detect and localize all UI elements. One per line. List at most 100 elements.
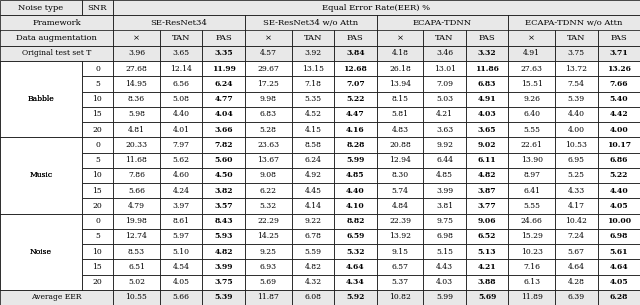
Text: 6.78: 6.78 (305, 232, 321, 240)
Bar (245, 244, 292, 259)
Bar (82, 229, 113, 244)
Text: 4.50: 4.50 (214, 171, 233, 179)
Bar (466, 229, 508, 244)
Text: 4.40: 4.40 (568, 110, 585, 118)
Bar (598, 46, 640, 61)
Bar (598, 214, 640, 229)
Bar (245, 198, 292, 213)
Text: 4.82: 4.82 (214, 248, 233, 256)
Bar (555, 92, 598, 107)
Text: 15: 15 (93, 187, 102, 195)
Text: 4.05: 4.05 (173, 278, 189, 286)
Bar (82, 122, 113, 137)
Text: 5.40: 5.40 (609, 95, 628, 103)
Bar (160, 290, 202, 305)
Text: 7.16: 7.16 (524, 263, 540, 271)
Bar (113, 122, 160, 137)
Text: 10.00: 10.00 (607, 217, 631, 225)
Text: 9.98: 9.98 (260, 95, 276, 103)
Bar (0, 214, 82, 290)
Text: 26.18: 26.18 (389, 65, 411, 73)
Text: 9.75: 9.75 (436, 217, 453, 225)
Bar (160, 214, 202, 229)
Bar (376, 214, 424, 229)
Bar (555, 107, 598, 122)
Text: Original test set Τ: Original test set Τ (22, 49, 92, 57)
Text: 4.40: 4.40 (173, 110, 189, 118)
Text: 4.34: 4.34 (346, 278, 365, 286)
Text: 4.82: 4.82 (478, 171, 496, 179)
Text: 9.15: 9.15 (392, 248, 408, 256)
Bar (113, 290, 160, 305)
Bar (113, 229, 160, 244)
Text: 4.01: 4.01 (173, 126, 189, 134)
Text: 4.54: 4.54 (173, 263, 189, 271)
Bar (202, 168, 245, 183)
Text: Data augmentation: Data augmentation (16, 34, 97, 42)
Bar (0, 15, 113, 30)
Text: 14.95: 14.95 (125, 80, 147, 88)
Bar (598, 183, 640, 198)
Text: ×: × (133, 34, 140, 42)
Bar (334, 46, 376, 61)
Bar (82, 137, 113, 152)
Bar (82, 244, 113, 259)
Bar (424, 214, 466, 229)
Bar (202, 198, 245, 213)
Bar (555, 274, 598, 290)
Text: 11.68: 11.68 (125, 156, 147, 164)
Bar (202, 122, 245, 137)
Text: 20.88: 20.88 (389, 141, 411, 149)
Text: 5.98: 5.98 (128, 110, 145, 118)
Text: ×: × (528, 34, 535, 42)
Text: PAS: PAS (611, 34, 627, 42)
Text: ×: × (265, 34, 272, 42)
Text: 5.67: 5.67 (568, 248, 585, 256)
Bar (160, 107, 202, 122)
Bar (508, 92, 555, 107)
Text: 4.24: 4.24 (173, 187, 189, 195)
Text: 27.68: 27.68 (125, 65, 147, 73)
Bar (334, 92, 376, 107)
Bar (113, 15, 245, 30)
Bar (598, 30, 640, 46)
Text: 4.32: 4.32 (305, 278, 321, 286)
Text: 20: 20 (93, 202, 102, 210)
Text: 23.63: 23.63 (257, 141, 279, 149)
Bar (508, 183, 555, 198)
Text: 9.25: 9.25 (260, 248, 276, 256)
Text: 7.54: 7.54 (568, 80, 585, 88)
Bar (0, 46, 113, 61)
Bar (202, 274, 245, 290)
Text: 13.94: 13.94 (389, 80, 411, 88)
Text: 5.61: 5.61 (609, 248, 628, 256)
Bar (508, 76, 555, 92)
Text: Average EER: Average EER (31, 293, 82, 301)
Text: 5.69: 5.69 (478, 293, 496, 301)
Text: 20: 20 (93, 278, 102, 286)
Bar (245, 259, 292, 274)
Bar (202, 229, 245, 244)
Bar (113, 259, 160, 274)
Bar (292, 122, 334, 137)
Bar (113, 274, 160, 290)
Bar (113, 46, 160, 61)
Text: 24.66: 24.66 (521, 217, 543, 225)
Bar (508, 152, 555, 168)
Bar (160, 30, 202, 46)
Text: 10.17: 10.17 (607, 141, 631, 149)
Text: 4.45: 4.45 (305, 187, 321, 195)
Bar (508, 259, 555, 274)
Bar (82, 0, 113, 15)
Bar (292, 92, 334, 107)
Bar (424, 137, 466, 152)
Text: 15: 15 (93, 110, 102, 118)
Bar (160, 244, 202, 259)
Text: PAS: PAS (479, 34, 495, 42)
Bar (508, 274, 555, 290)
Text: 10.23: 10.23 (521, 248, 543, 256)
Bar (466, 274, 508, 290)
Text: 6.83: 6.83 (260, 110, 277, 118)
Bar (82, 274, 113, 290)
Bar (424, 152, 466, 168)
